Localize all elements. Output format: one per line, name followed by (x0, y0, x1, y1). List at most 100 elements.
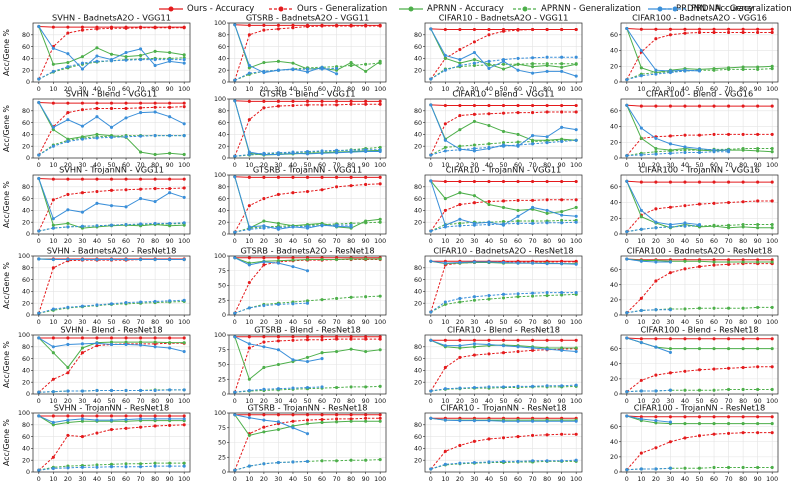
y-tick-label: 60 (22, 277, 30, 284)
x-tick-label: 70 (529, 476, 537, 483)
data-point-prdnn-accuracy (66, 257, 70, 262)
data-point-aprnn-accuracy (320, 257, 324, 262)
y-tick-label: 75 (218, 347, 226, 354)
x-tick-label: 100 (766, 86, 778, 93)
y-tick-label: 20 (414, 379, 422, 386)
data-point-ours-accuracy (654, 27, 658, 31)
data-point-ours-accuracy (378, 99, 382, 103)
data-point-aprnn-generalization (305, 299, 310, 303)
data-point-aprnn-generalization (712, 68, 716, 72)
data-point-aprnn-accuracy (683, 347, 687, 351)
x-tick-label: 80 (347, 319, 355, 326)
data-point-ours-generalization (153, 105, 157, 109)
series-line-prdnn-generalization (430, 56, 577, 80)
y-tick-label: 0 (222, 231, 226, 238)
y-tick-label: 0 (222, 79, 226, 86)
data-point-prdnn-accuracy (531, 346, 535, 350)
data-point-prdnn-generalization (320, 67, 324, 71)
data-point-prdnn-generalization (276, 225, 280, 230)
series-line-aprnn-generalization (430, 460, 577, 470)
y-tick-label: 20 (414, 67, 422, 74)
x-tick-label: 90 (558, 476, 566, 483)
data-point-ours-accuracy (305, 99, 310, 103)
y-tick-label: 0 (26, 155, 30, 162)
subplot-title: SVHN - BadnetsA2O - ResNet18 (47, 246, 177, 256)
y-tick-label: 20 (22, 379, 30, 386)
data-point-ours-generalization (472, 40, 476, 44)
data-point-prdnn-generalization (458, 224, 462, 228)
series-line-prdnn-generalization (38, 389, 185, 393)
series-line-prdnn-generalization (626, 224, 700, 233)
data-point-ours-accuracy (262, 413, 266, 417)
y-tick-label: 60 (610, 32, 618, 39)
data-point-ours-accuracy (487, 338, 491, 342)
data-point-ours-accuracy (109, 414, 114, 418)
data-point-prdnn-accuracy (560, 69, 564, 73)
data-point-prdnn-generalization (472, 223, 476, 227)
x-tick-label: 70 (137, 319, 145, 326)
data-point-ours-generalization (364, 416, 368, 420)
data-point-aprnn-generalization (756, 147, 760, 151)
data-point-ours-generalization (545, 198, 549, 202)
data-point-ours-accuracy (66, 177, 70, 181)
x-tick-label: 0 (37, 319, 41, 326)
data-point-prdnn-accuracy (458, 217, 462, 221)
data-point-prdnn-generalization (545, 459, 549, 463)
y-tick-label: 0 (614, 231, 618, 238)
data-point-aprnn-generalization (741, 306, 745, 310)
data-point-prdnn-generalization (37, 77, 41, 81)
data-point-prdnn-generalization (233, 468, 237, 472)
data-point-ours-generalization (305, 189, 310, 194)
x-tick-label: 10 (49, 162, 57, 169)
data-point-ours-accuracy (247, 99, 251, 103)
x-tick-label: 10 (245, 162, 253, 169)
data-point-ours-generalization (756, 132, 760, 136)
data-point-aprnn-accuracy (335, 257, 339, 262)
data-point-prdnn-generalization (182, 134, 186, 138)
data-point-prdnn-generalization (37, 311, 41, 315)
data-point-prdnn-accuracy (429, 416, 433, 420)
data-point-prdnn-accuracy (168, 257, 172, 262)
data-point-aprnn-generalization (727, 387, 731, 392)
x-tick-label: 0 (429, 238, 433, 245)
series-line-aprnn-generalization (38, 300, 185, 314)
data-point-prdnn-generalization (458, 148, 462, 152)
data-point-ours-accuracy (95, 336, 99, 340)
y-tick-label: 40 (22, 368, 30, 375)
data-point-prdnn-generalization (247, 306, 251, 310)
y-tick-label: 20 (22, 67, 30, 74)
data-point-prdnn-generalization (639, 153, 643, 157)
data-point-prdnn-accuracy (574, 214, 578, 218)
data-point-ours-generalization (756, 30, 760, 34)
data-point-aprnn-accuracy (472, 58, 476, 62)
data-point-prdnn-accuracy (683, 145, 687, 149)
data-point-prdnn-generalization (109, 135, 114, 139)
data-point-prdnn-generalization (262, 304, 266, 308)
data-point-prdnn-accuracy (625, 179, 629, 183)
data-point-prdnn-generalization (139, 388, 143, 393)
data-point-ours-accuracy (276, 175, 280, 179)
y-tick-label: 80 (22, 265, 30, 272)
data-point-prdnn-accuracy (153, 200, 157, 204)
data-point-aprnn-generalization (501, 141, 506, 145)
x-tick-label: 50 (303, 319, 311, 326)
x-tick-label: 40 (93, 398, 101, 405)
data-point-ours-generalization (291, 26, 295, 30)
data-point-prdnn-accuracy (139, 257, 143, 262)
subplot-svhn-badnetsa2o-resnet18: SVHN - BadnetsA2O - ResNet18 0 10 20 30 40 50 6… (2, 246, 191, 326)
data-point-aprnn-generalization (516, 140, 520, 144)
data-point-prdnn-generalization (625, 468, 629, 472)
data-point-prdnn-generalization (335, 223, 339, 227)
data-point-ours-accuracy (335, 175, 339, 179)
subplot-title: SVHN - TrojanNN - VGG11 (59, 165, 164, 175)
x-tick-label: 80 (739, 398, 747, 405)
x-tick-label: 20 (652, 476, 660, 483)
x-tick-label: 60 (710, 162, 718, 169)
y-tick-label: 20 (610, 376, 618, 383)
data-point-aprnn-generalization (320, 298, 324, 302)
data-point-prdnn-generalization (182, 388, 186, 392)
data-point-prdnn-accuracy (305, 360, 310, 364)
data-point-aprnn-accuracy (364, 257, 368, 261)
y-tick-label: 40 (22, 446, 30, 453)
data-point-ours-accuracy (770, 180, 774, 184)
